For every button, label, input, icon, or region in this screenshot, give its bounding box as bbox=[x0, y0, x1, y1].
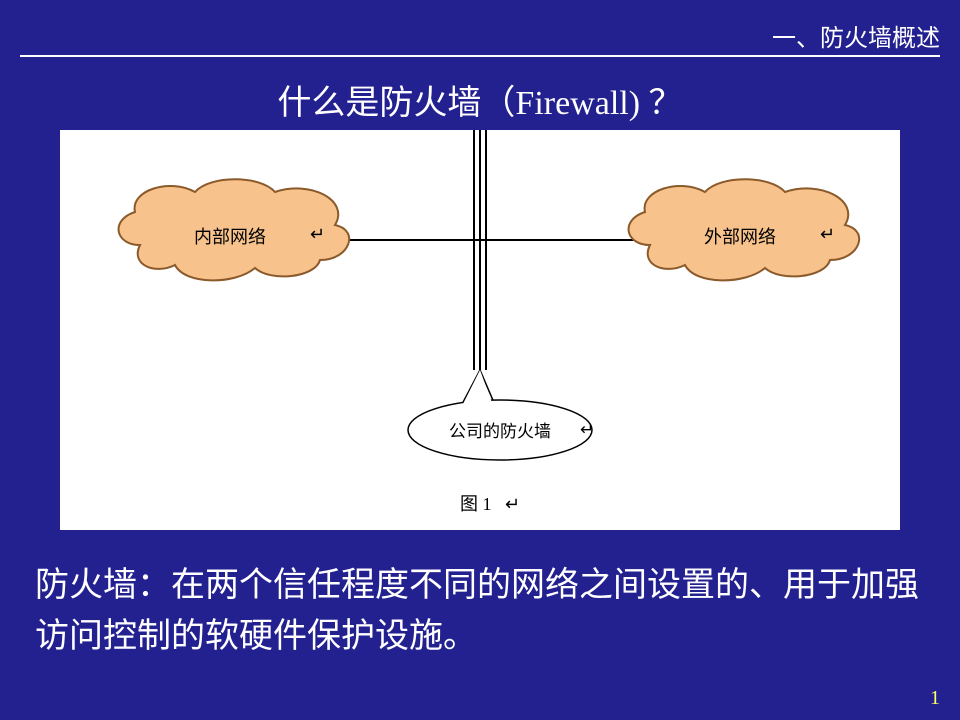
figure-caption: 图 1 bbox=[460, 494, 492, 514]
external-network-cloud: 外部网络 ↵ bbox=[629, 179, 860, 280]
section-header: 一、防火墙概述 bbox=[772, 18, 940, 53]
firewall-callout-label: 公司的防火墙 bbox=[449, 422, 551, 441]
external-network-label: 外部网络 bbox=[704, 227, 776, 247]
firewall-barrier bbox=[474, 130, 486, 370]
page-number: 1 bbox=[930, 687, 940, 710]
firewall-callout: 公司的防火墙 ↵ bbox=[408, 370, 594, 460]
definition-text: 防火墙：在两个信任程度不同的网络之间设置的、用于加强访问控制的软硬件保护设施。 bbox=[35, 560, 935, 662]
internal-network-label: 内部网络 bbox=[194, 227, 266, 247]
marker-icon: ↵ bbox=[820, 224, 835, 244]
header-divider bbox=[20, 55, 940, 57]
firewall-diagram: 内部网络 ↵ 外部网络 ↵ 公司的防火墙 ↵ 图 1 ↵ bbox=[60, 130, 900, 530]
marker-icon: ↵ bbox=[580, 420, 594, 439]
internal-network-cloud: 内部网络 ↵ bbox=[119, 179, 350, 280]
slide-title: 什么是防火墙（Firewall) ？ bbox=[0, 75, 960, 124]
marker-icon: ↵ bbox=[505, 494, 520, 514]
marker-icon: ↵ bbox=[310, 224, 325, 244]
